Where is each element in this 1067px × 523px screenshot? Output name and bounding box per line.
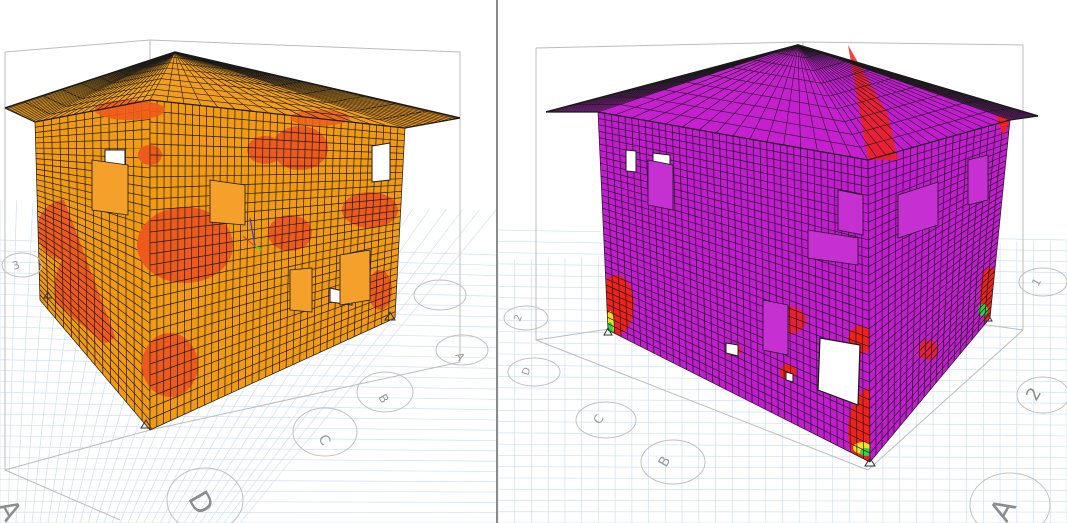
svg-text:D: D (181, 485, 220, 520)
support-pin-icon (603, 312, 993, 467)
viewport-divider[interactable] (496, 0, 498, 523)
svg-text:2: 2 (512, 313, 525, 323)
side-wall (867, 119, 1011, 463)
window-opening (371, 142, 391, 183)
window-opening (785, 371, 794, 383)
grid-bubble[interactable]: A (435, 334, 489, 366)
grid-bubble[interactable]: 3 (1, 252, 43, 278)
grid-bubble[interactable]: D (507, 357, 561, 387)
window-opening (725, 342, 739, 357)
support-pin-icon (43, 291, 396, 429)
svg-text:3: 3 (11, 258, 22, 273)
grid-bubble[interactable]: B (640, 439, 706, 485)
svg-text:D: D (520, 366, 533, 377)
left-model-view[interactable]: 3 A B C D A (0, 0, 496, 523)
grid-bubble[interactable] (413, 279, 467, 311)
door-opening (817, 337, 861, 406)
left-wall (34, 99, 151, 431)
grid-bubble[interactable]: 2 (503, 305, 549, 331)
grid-bubble[interactable]: A (969, 472, 1051, 523)
front-wall (91, 99, 406, 431)
grid-bubble[interactable]: C (292, 407, 358, 457)
roof (4, 51, 461, 129)
grid-bubble[interactable]: 2 (1016, 376, 1067, 414)
window-opening (625, 149, 637, 173)
left-viewport[interactable]: 3 A B C D A (0, 0, 496, 523)
right-viewport[interactable]: 1 2 D C B 2 A (498, 0, 1067, 523)
axis-triad-icon (242, 217, 263, 251)
svg-text:2: 2 (1022, 384, 1046, 404)
roof (545, 44, 1039, 161)
front-wall (597, 111, 871, 463)
grid-bubble[interactable]: C (575, 401, 637, 439)
svg-text:B: B (375, 392, 391, 406)
svg-text:C: C (315, 432, 334, 449)
right-model-view[interactable]: 1 2 D C B 2 A (498, 0, 1067, 523)
svg-text:1: 1 (1029, 276, 1044, 289)
svg-text:A: A (983, 492, 1024, 523)
